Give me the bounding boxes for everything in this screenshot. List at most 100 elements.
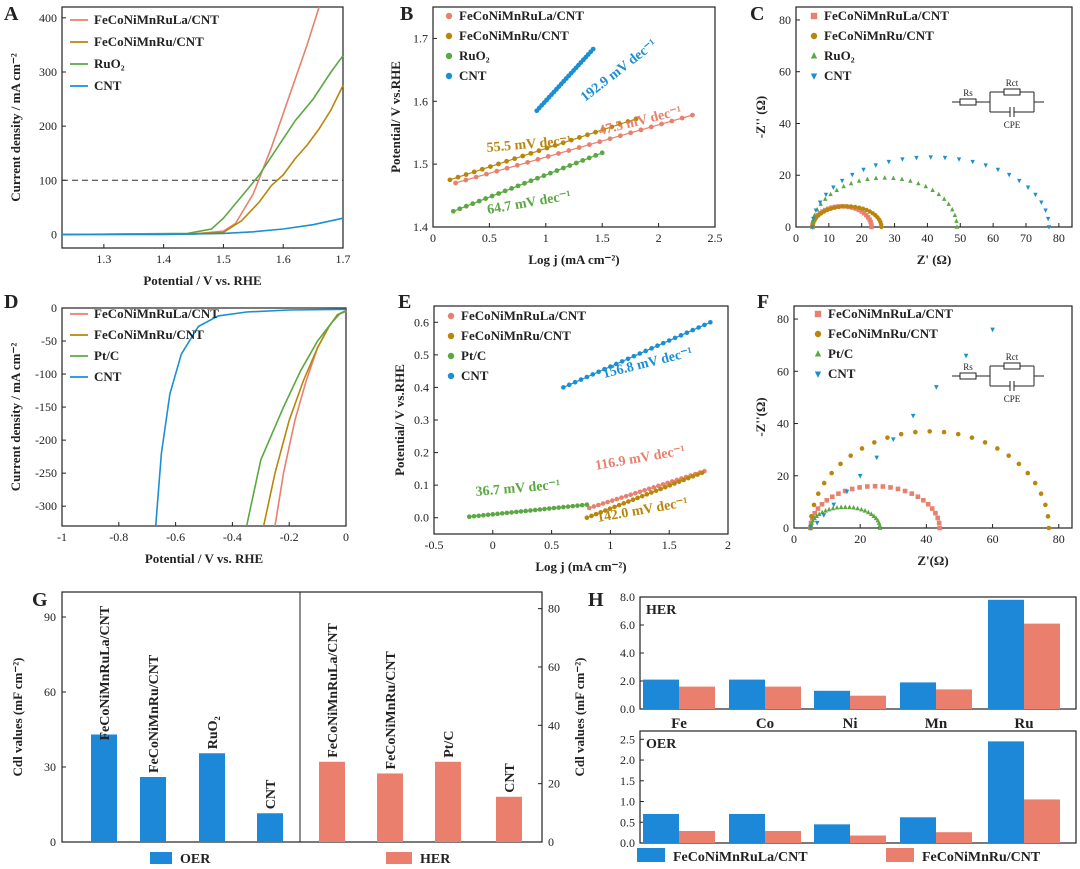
panel-f-point <box>859 446 865 451</box>
circuit-label: Rs <box>963 88 973 98</box>
panel-c-point <box>1046 225 1052 230</box>
panel-f-point <box>836 491 841 496</box>
panel-h-category-label: Ni <box>843 716 858 732</box>
panel-f-point <box>866 509 871 515</box>
legend-marker <box>810 73 818 80</box>
panel-h-bar <box>850 695 886 709</box>
panel-c-point <box>832 205 837 210</box>
panel-b-frame <box>432 6 716 228</box>
legend-label: CNT <box>828 366 856 381</box>
panel-c-point <box>900 157 905 162</box>
legend-label: CNT <box>461 368 489 383</box>
panel-e-ytick-label: 0.0 <box>414 511 429 525</box>
panel-b-xlabel: Log j (mA cm⁻²) <box>528 252 619 267</box>
panel-e-xtick-label: 0.5 <box>544 538 559 552</box>
legend-marker <box>447 372 455 380</box>
panel-f-point <box>888 485 893 490</box>
panel-h-bar <box>814 824 850 843</box>
panel-f-point <box>1045 514 1051 519</box>
panel-f-point <box>982 440 988 445</box>
panel-d-series-line <box>274 310 347 527</box>
panel-f-point <box>910 413 916 419</box>
circuit-label: Rct <box>1006 352 1019 362</box>
panel-h-bar <box>643 679 679 709</box>
panel-c-frame <box>795 6 1073 228</box>
panel-d-xtick-label: -0.6 <box>166 530 185 544</box>
panel-f-xlabel: Z'(Ω) <box>917 553 948 568</box>
panel-f-ytick-label: 80 <box>777 312 789 326</box>
panel-f-ytick-label: 20 <box>777 469 789 483</box>
panel-a-series-line <box>61 85 344 236</box>
panel-f-point <box>955 431 961 437</box>
panel-c-point <box>823 196 828 201</box>
panel-b-xtick-label: 1.5 <box>595 231 610 245</box>
panel-c-point <box>1017 178 1022 184</box>
panel-c-point <box>818 201 823 206</box>
panel-f-point <box>857 473 863 479</box>
panel-f-point <box>810 517 816 523</box>
panel-f-point <box>809 520 814 525</box>
panel-f-point <box>842 488 848 494</box>
panel-c-point <box>811 216 816 222</box>
panel-f-ytick-label: 0 <box>783 521 789 535</box>
panel-h-bar <box>643 813 679 843</box>
panel-f-point <box>857 485 862 490</box>
panel-c-point <box>952 212 958 217</box>
panel-h-ytick-label: 1.0 <box>620 795 635 809</box>
panel-h-ytick-label: 2.0 <box>620 674 635 688</box>
panel-c-xtick-label: 10 <box>823 231 835 245</box>
panel-f-point <box>829 494 835 500</box>
panel-e-tafel-label: 142.0 mV dec⁻¹ <box>596 495 689 526</box>
panel-c-point <box>1006 172 1012 178</box>
panel-c-point <box>810 218 816 223</box>
legend-marker <box>447 332 455 340</box>
panel-g-bar-label: FeCoNiMnRu/CNT <box>147 654 162 773</box>
panel-c-point <box>908 178 913 183</box>
legend-label: RuO₂ <box>824 48 855 63</box>
panel-b-tafel-label: 192.9 mV dec⁻¹ <box>578 37 660 105</box>
panel-f-point <box>823 508 828 513</box>
panel-c-point <box>813 208 819 213</box>
panel-c-point <box>914 155 919 161</box>
panel-h-ytick-label: 6.0 <box>620 618 635 632</box>
panel-f-point <box>890 437 896 442</box>
panel-b-ytick-label: 1.4 <box>413 220 428 234</box>
panel-b-xtick-label: 2.5 <box>708 231 723 245</box>
panel-c-point <box>836 204 841 210</box>
panel-c-xtick-label: 70 <box>1020 231 1032 245</box>
panel-e-xtick-label: 1 <box>607 538 613 552</box>
panel-h-legend-label: FeCoNiMnRuLa/CNT <box>673 850 808 865</box>
panel-f-point <box>963 353 969 359</box>
panel-f-point <box>1038 491 1044 497</box>
panel-c-xtick-label: 50 <box>954 231 966 245</box>
legend-marker <box>814 330 822 338</box>
legend-label: FeCoNiMnRuLa/CNT <box>94 306 219 321</box>
panel-c-point <box>840 204 845 209</box>
panel-label-B: B <box>400 3 413 25</box>
panel-f-point <box>855 505 860 511</box>
panel-d-ytick-label: -200 <box>35 433 57 447</box>
legend-label: RuO₂ <box>94 56 125 71</box>
panel-e-xlabel: Log j (mA cm⁻²) <box>535 559 626 574</box>
panel-c-point <box>852 204 858 210</box>
panel-f-point <box>865 484 870 489</box>
panel-f-point <box>990 327 995 333</box>
panel-g-ytick-label: 0 <box>50 835 56 849</box>
circuit-label: CPE <box>1004 120 1021 130</box>
panel-c-point <box>891 175 896 180</box>
panel-f-point <box>1032 480 1038 486</box>
panel-c-xtick-label: 0 <box>793 231 799 245</box>
panel-label-A: A <box>4 3 19 25</box>
panel-c-point <box>873 175 879 180</box>
panel-h-category-label: Mn <box>925 716 948 732</box>
panel-g-ytick-label: 90 <box>44 610 56 624</box>
panel-f-point <box>969 435 975 440</box>
panel-b-xtick-label: 1 <box>543 231 549 245</box>
panel-c-xtick-label: 40 <box>921 231 933 245</box>
panel-g-bar <box>91 734 117 842</box>
panel-f-point <box>898 431 904 437</box>
legend-marker <box>810 32 818 40</box>
panel-c-xlabel: Z' (Ω) <box>917 252 952 267</box>
panel-d-xtick-label: -1 <box>57 530 67 544</box>
panel-f-point <box>921 497 926 503</box>
